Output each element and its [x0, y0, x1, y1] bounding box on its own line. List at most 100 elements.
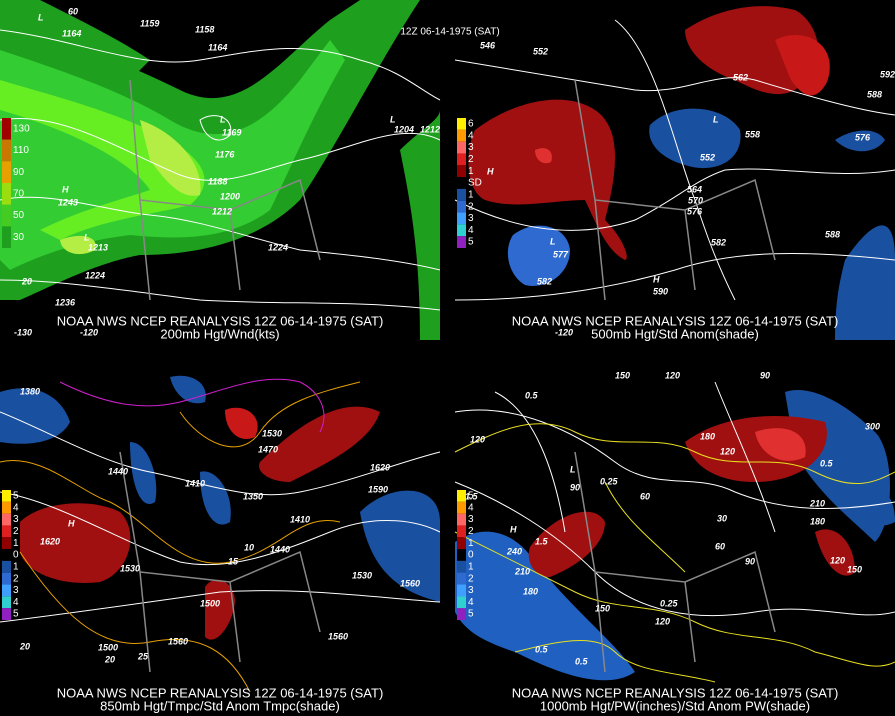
contour-label: 150	[847, 564, 862, 574]
legend-label: 1	[468, 561, 474, 572]
contour-label: 588	[867, 89, 882, 99]
legend-label: 30	[13, 232, 25, 243]
legend-label: 1	[468, 166, 474, 177]
contour-label: 120	[665, 370, 680, 380]
contour-line	[454, 252, 895, 301]
contour-line	[0, 590, 441, 623]
contour-label: 1204	[394, 124, 414, 134]
contour-line	[199, 115, 232, 141]
legend-swatch	[2, 549, 11, 561]
legend-label: 3	[468, 585, 474, 596]
contour-label: 90	[760, 370, 770, 380]
wind-shade	[0, 80, 205, 240]
panel-caption: NOAA NWS NCEP REANALYSIS 12Z 06-14-1975 …	[57, 685, 384, 700]
anomaly-shade	[455, 531, 635, 681]
anomaly-shade	[468, 99, 627, 260]
contour-line	[59, 378, 325, 433]
contour-label: H	[510, 524, 517, 534]
legend-swatch	[457, 200, 466, 213]
contour-label: L	[713, 114, 719, 124]
anomaly-shade	[755, 428, 806, 461]
contour-label: 150	[615, 370, 630, 380]
legend-label: 5	[468, 237, 474, 248]
contour-label: 210	[809, 498, 825, 508]
anomaly-shade	[507, 225, 570, 286]
contour-label: 546	[480, 40, 496, 50]
contour-label: 1560	[168, 636, 188, 646]
legend-swatch	[2, 525, 11, 538]
contour-label: 1500	[200, 598, 220, 608]
contour-label: 1224	[268, 242, 288, 252]
contour-label: 180	[810, 516, 825, 526]
contour-label: L	[390, 114, 396, 124]
contour-label: 30	[717, 513, 727, 523]
contour-label: 60	[640, 491, 650, 501]
legend-label: 4	[13, 597, 19, 608]
legend-swatch	[2, 204, 11, 227]
contour-label: 590	[653, 286, 668, 296]
legend-swatch	[457, 141, 466, 154]
legend-swatch	[2, 537, 11, 550]
legend-label: 2	[468, 573, 474, 584]
contour-label: -120	[80, 327, 98, 337]
legend-swatch	[457, 490, 466, 502]
contour-label: 1.5	[465, 491, 479, 501]
anomaly-shade	[649, 108, 741, 169]
legend-label: 5	[13, 491, 19, 502]
contour-label: 240	[506, 546, 522, 556]
contour-label: H	[62, 184, 69, 194]
legend-label: 70	[13, 188, 25, 199]
contour-label: 1212	[212, 206, 232, 216]
contour-label: 562	[733, 72, 748, 82]
contour-line	[454, 481, 895, 617]
anomaly-shade	[130, 442, 157, 504]
contour-label: 1530	[352, 570, 372, 580]
panel-caption: NOAA NWS NCEP REANALYSIS 12Z 06-14-1975 …	[57, 313, 384, 328]
legend-label: 3	[13, 514, 19, 525]
legend-swatch	[457, 537, 466, 550]
legend-swatch	[2, 501, 11, 514]
legend-label: 6	[468, 119, 474, 130]
contour-label: 60	[68, 6, 78, 16]
contour-label: H	[487, 166, 494, 176]
anomaly-shade	[775, 34, 830, 96]
contour-label: 180	[523, 586, 538, 596]
legend-label: 2	[468, 154, 474, 165]
legend-label: 4	[468, 225, 474, 236]
legend-label: 0	[468, 550, 474, 561]
legend-label: 3	[468, 142, 474, 153]
contour-label: 1224	[85, 270, 105, 280]
wind-shade	[0, 0, 150, 80]
contour-label: 60	[715, 541, 725, 551]
legend-swatch	[457, 501, 466, 514]
contour-label: 577	[553, 249, 569, 259]
legend-swatch	[2, 608, 11, 620]
legend-swatch	[2, 572, 11, 585]
legend-swatch	[457, 224, 466, 237]
anomaly-shade	[200, 471, 231, 525]
anomaly-shade	[360, 490, 440, 602]
legend-label: 5	[468, 609, 474, 620]
map-panel: 150 120 9012090600.250.51801201.5240210180…	[454, 370, 895, 715]
contour-line	[454, 409, 895, 510]
contour-label: 20	[19, 641, 30, 651]
anomaly-shade	[170, 375, 206, 404]
contour-label: 576	[855, 132, 871, 142]
contour-label: 1200	[220, 191, 240, 201]
contour-label: L	[38, 12, 44, 22]
legend-swatch	[457, 177, 466, 189]
legend-swatch	[2, 596, 11, 609]
contour-line	[0, 279, 441, 311]
anomaly-shade	[528, 511, 605, 577]
legend-label: 1	[468, 189, 474, 200]
contour-label: H	[68, 518, 75, 528]
legend-swatch	[2, 161, 11, 183]
legend-swatch	[2, 490, 11, 502]
legend-label: 1	[468, 538, 474, 549]
contour-label: 1590	[368, 484, 388, 494]
legend-swatch	[457, 549, 466, 561]
contour-label: 564	[687, 184, 702, 194]
contour-label: 0.5	[525, 390, 539, 400]
legend-swatch	[457, 236, 466, 248]
legend-label: 4	[13, 502, 19, 513]
